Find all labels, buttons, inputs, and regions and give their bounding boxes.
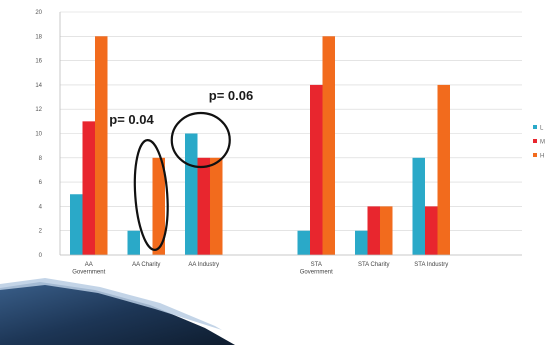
bar xyxy=(412,157,425,255)
bar xyxy=(152,157,165,255)
annotation-circle xyxy=(170,111,231,169)
y-tick-labels: 0 2 4 6 8 10 12 14 16 18 20 xyxy=(35,10,42,259)
annotation-ellipse xyxy=(133,139,169,251)
grid-lines xyxy=(60,11,522,256)
bar xyxy=(210,157,223,255)
bar xyxy=(70,194,83,255)
category-label: STA Industry xyxy=(414,262,448,268)
category-label-line: STA Charity xyxy=(358,262,390,268)
y-tick-label: 2 xyxy=(39,229,43,235)
category-label-line: STA xyxy=(311,262,322,268)
category-label: AA Charity xyxy=(132,262,160,268)
axes xyxy=(59,12,522,256)
y-tick-label: 12 xyxy=(35,107,42,113)
category-label: AA Industry xyxy=(188,262,219,268)
legend-label: M xyxy=(540,140,545,146)
bar xyxy=(197,157,210,255)
y-tick-label: 8 xyxy=(39,156,43,162)
category-label-line: AA Industry xyxy=(188,262,219,268)
annotations: p= 0.04 p= 0.06 xyxy=(109,88,253,251)
bar xyxy=(355,230,368,255)
bar xyxy=(322,36,335,255)
bar xyxy=(185,133,198,255)
legend-label: L xyxy=(540,126,544,132)
y-tick-label: 4 xyxy=(39,204,43,210)
bar xyxy=(82,121,95,255)
legend-swatch xyxy=(533,139,537,143)
category-label-line: Government xyxy=(72,270,105,276)
slide-swoosh-highlight xyxy=(0,278,222,330)
y-tick-label: 0 xyxy=(39,253,43,259)
legend-label: H xyxy=(540,154,544,160)
legend-swatch xyxy=(533,153,537,157)
bar xyxy=(367,206,380,255)
bar xyxy=(95,36,108,255)
legend: L M H xyxy=(533,125,545,160)
slide-decoration xyxy=(0,278,235,345)
bar xyxy=(297,230,310,255)
y-tick-label: 6 xyxy=(39,180,43,186)
bar xyxy=(127,230,140,255)
slide-swoosh-decoration xyxy=(0,282,235,345)
y-tick-label: 18 xyxy=(35,34,42,40)
category-label: STA Charity xyxy=(358,262,390,268)
y-tick-label: 16 xyxy=(35,59,42,65)
bar xyxy=(310,84,323,256)
category-label: AA Government xyxy=(72,262,105,276)
p-value-annotation: p= 0.04 xyxy=(109,112,154,127)
category-labels: AA Government AA Charity AA Industry STA Gove… xyxy=(72,262,448,276)
category-label: STA Government xyxy=(300,262,333,276)
p-value-annotation: p= 0.06 xyxy=(209,88,253,103)
bars xyxy=(70,36,450,256)
category-label-line: STA Industry xyxy=(414,262,448,268)
bar xyxy=(437,84,450,256)
bar xyxy=(380,206,393,255)
category-label-line: Government xyxy=(300,270,333,276)
y-tick-label: 20 xyxy=(35,10,42,16)
y-tick-label: 10 xyxy=(35,132,42,138)
y-tick-label: 14 xyxy=(35,83,42,89)
category-label-line: AA Charity xyxy=(132,262,160,268)
bar xyxy=(425,206,438,255)
legend-swatch xyxy=(533,125,537,129)
category-label-line: AA xyxy=(85,262,93,268)
